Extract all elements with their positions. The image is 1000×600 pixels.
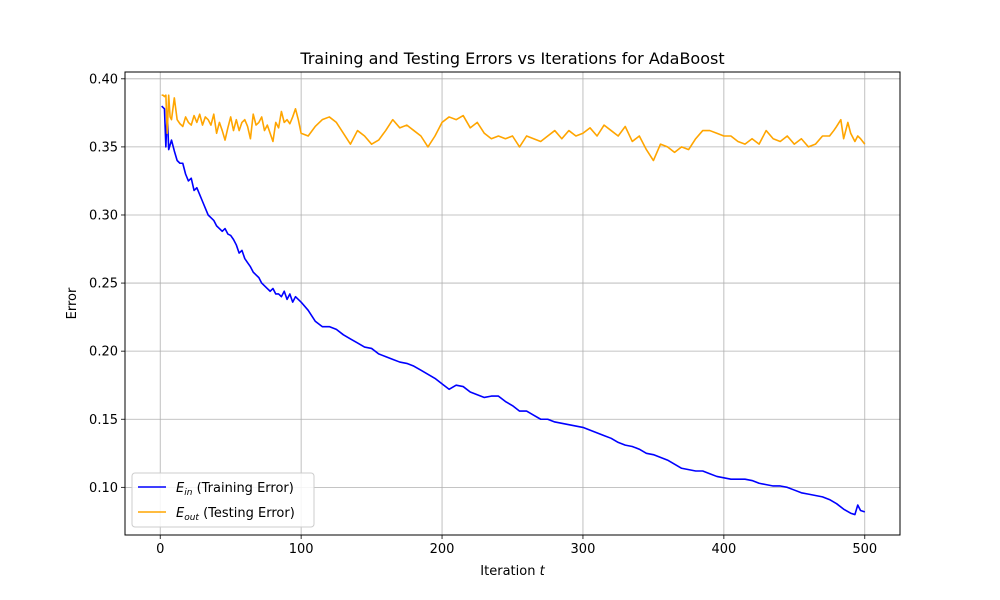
chart-title: Training and Testing Errors vs Iteration… — [299, 49, 724, 68]
legend-train-variable: E — [176, 481, 185, 496]
y-axis-label: Error — [65, 287, 80, 319]
y-tick-label: 0.20 — [89, 345, 118, 360]
x-axis-ticks: 0 100 200 300 400 500 — [156, 535, 877, 557]
series-line-1 — [161, 94, 866, 162]
y-tick-label: 0.30 — [89, 208, 118, 223]
plot-frame — [124, 71, 901, 536]
x-tick-label: 500 — [852, 542, 877, 557]
x-tick-label: 400 — [711, 542, 736, 557]
y-tick-label: 0.35 — [89, 140, 118, 155]
legend-frame — [131, 472, 315, 528]
x-tick-label: 300 — [571, 542, 596, 557]
y-axis-ticks: 0.10 0.15 0.20 0.25 0.30 0.35 0.40 — [89, 72, 125, 496]
x-axis-label: Iteration t — [480, 564, 545, 579]
legend-label-train: Ein (Training Error) — [176, 481, 294, 498]
legend-train-subscript: in — [184, 488, 193, 498]
x-axis-label-text: Iteration — [480, 564, 535, 579]
y-tick-label: 0.10 — [89, 481, 118, 496]
x-tick-label: 0 — [156, 542, 164, 557]
x-tick-label: 200 — [430, 542, 455, 557]
x-axis-label-variable: t — [540, 564, 546, 579]
series-line-0 — [161, 105, 866, 516]
legend-train-text: (Training Error) — [192, 481, 293, 496]
legend: Ein (Training Error) Eout (Testing Error… — [131, 472, 315, 528]
y-tick-label: 0.25 — [89, 277, 118, 292]
y-tick-label: 0.40 — [89, 72, 118, 87]
legend-test-text: (Testing Error) — [199, 506, 295, 521]
series-layer — [161, 94, 866, 516]
grid — [125, 72, 900, 535]
legend-label-test: Eout (Testing Error) — [176, 506, 295, 523]
legend-test-subscript: out — [184, 513, 199, 523]
y-tick-label: 0.15 — [89, 413, 118, 428]
x-tick-label: 100 — [289, 542, 314, 557]
legend-test-variable: E — [176, 506, 185, 521]
